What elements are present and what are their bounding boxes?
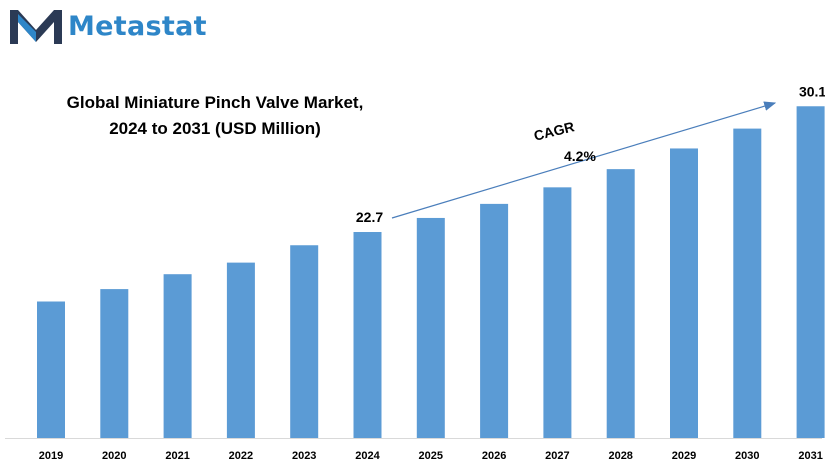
data-label-2024: 22.7 <box>356 209 383 225</box>
x-tick-label-2030: 2030 <box>735 450 759 462</box>
bar-2027 <box>543 187 572 438</box>
bar-2021 <box>163 274 192 438</box>
x-tick-label-2020: 2020 <box>102 450 126 462</box>
x-tick-label-2025: 2025 <box>419 450 443 462</box>
chart-title-line-2: 2024 to 2031 (USD Million) <box>109 119 321 138</box>
bar-2028 <box>606 169 635 439</box>
data-label-2031: 30.1 <box>799 83 825 99</box>
cagr-arrow <box>391 101 777 219</box>
bar-2022 <box>226 262 255 438</box>
bar-2024 <box>353 232 382 438</box>
x-tick-label-2023: 2023 <box>292 450 316 462</box>
x-tick-label-2029: 2029 <box>672 450 696 462</box>
brand-logo: Metastat <box>8 6 207 46</box>
x-tick-label-2026: 2026 <box>482 450 506 462</box>
x-tick-label-2022: 2022 <box>229 450 253 462</box>
bar-2020 <box>100 289 129 438</box>
chart-title: Global Miniature Pinch Valve Market, 202… <box>40 90 390 142</box>
metastat-logo-icon <box>10 10 62 44</box>
x-tick-label-2031: 2031 <box>798 450 822 462</box>
brand-name: Metastat <box>68 10 207 42</box>
x-tick-label-2024: 2024 <box>355 450 380 462</box>
bar-2029 <box>670 148 698 439</box>
bar-2026 <box>480 203 509 438</box>
bar-2031 <box>796 106 825 438</box>
chart-title-line-1: Global Miniature Pinch Valve Market, <box>66 93 364 112</box>
bar-2025 <box>416 217 445 438</box>
x-tick-label-2019: 2019 <box>39 450 63 462</box>
bar-2023 <box>290 245 319 438</box>
x-tick-label-2027: 2027 <box>545 450 569 462</box>
bar-2019 <box>37 301 65 438</box>
x-tick-label-2028: 2028 <box>608 450 632 462</box>
x-tick-label-2021: 2021 <box>165 450 189 462</box>
cagr-value: 4.2% <box>564 148 596 164</box>
bar-2030 <box>733 128 762 438</box>
